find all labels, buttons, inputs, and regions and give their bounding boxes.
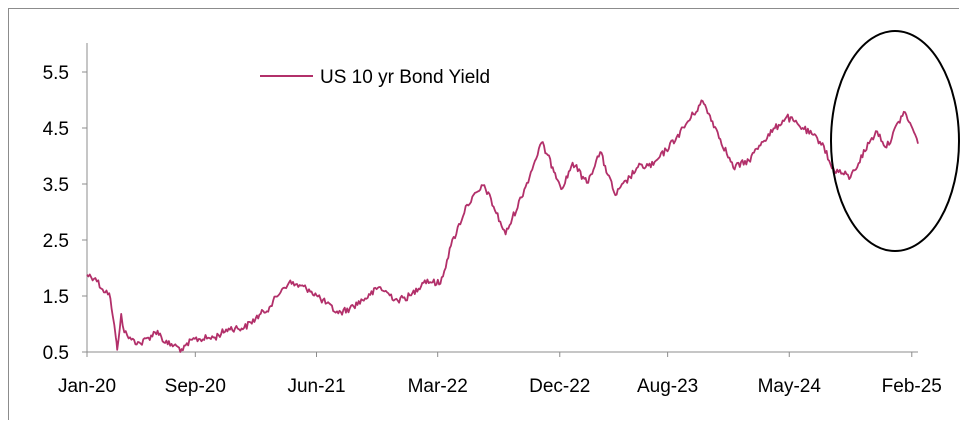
series-line	[86, 99, 919, 353]
x-tick-label: Feb-25	[882, 376, 942, 397]
chart-series	[86, 99, 919, 353]
x-tick-label: Aug-23	[637, 376, 698, 397]
y-tick-label: 4.5	[43, 119, 69, 140]
y-tick-label: 3.5	[43, 175, 69, 196]
chart-axes: 0.5 1.5 2.5 3.5 4.5 5.5 Jan-20 Sep-20 Jun-21 Mar-…	[43, 43, 942, 397]
y-tick-label: 5.5	[43, 63, 69, 84]
x-tick-label: Dec-22	[529, 376, 590, 397]
chart-frame	[8, 8, 959, 420]
highlight-ellipse	[830, 30, 960, 252]
x-tick-label: Mar-22	[408, 376, 468, 397]
x-tick-label: Jan-20	[58, 376, 116, 397]
legend: US 10 yr Bond Yield	[260, 67, 490, 88]
legend-label: US 10 yr Bond Yield	[320, 67, 490, 88]
y-tick-label: 1.5	[43, 287, 69, 308]
x-tick-label: Jun-21	[287, 376, 345, 397]
x-tick-label: Sep-20	[165, 376, 226, 397]
y-tick-label: 0.5	[43, 343, 69, 364]
y-tick-label: 2.5	[43, 231, 69, 252]
x-tick-label: May-24	[758, 376, 822, 397]
